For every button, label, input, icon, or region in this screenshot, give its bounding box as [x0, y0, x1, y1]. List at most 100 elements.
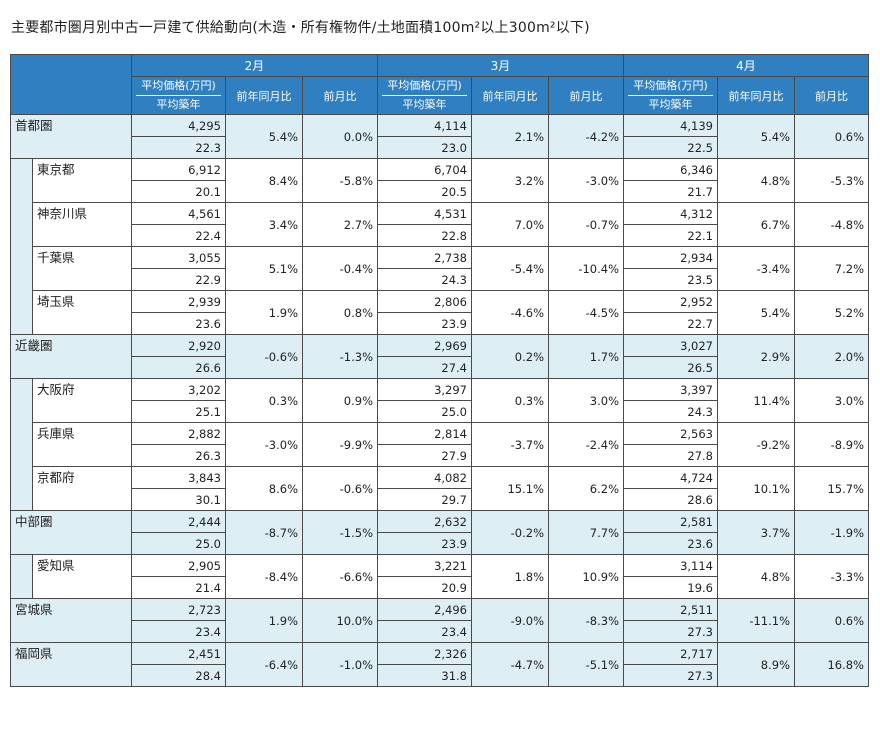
avg-price-cell: 3,202 — [131, 378, 226, 401]
table-row: 30.1 29.7 28.6 — [11, 488, 869, 511]
mom-cell: -8.3% — [548, 598, 624, 643]
table-row: 福岡県 2,451 -6.4% -1.0% 2,326 -4.7% -5.1% 2,717 8.… — [10, 642, 869, 687]
avg-age-cell: 22.4 — [131, 224, 226, 247]
avg-price-cell: 4,724 — [623, 466, 718, 489]
yoy-cell: 8.4% — [225, 158, 303, 203]
price-age-header: 平均価格(万円) 平均築年 — [131, 76, 226, 115]
age-header-label: 平均築年 — [628, 95, 713, 114]
mom-cell: 2.7% — [302, 202, 378, 247]
avg-age-cell: 24.3 — [623, 400, 718, 423]
price-age-header: 平均価格(万円) 平均築年 — [623, 76, 718, 115]
yoy-cell: 4.8% — [717, 158, 795, 203]
table-row: 26.3 27.9 27.8 — [11, 444, 869, 467]
mom-cell: -0.4% — [302, 246, 378, 291]
avg-age-cell: 26.5 — [623, 356, 718, 379]
table-row: 22.9 24.3 23.5 — [11, 268, 869, 291]
mom-cell: 3.0% — [794, 378, 869, 423]
month-header: 2月 — [131, 54, 378, 77]
avg-price-cell: 6,912 — [131, 158, 226, 181]
avg-price-cell: 4,312 — [623, 202, 718, 225]
avg-age-cell: 31.8 — [377, 664, 472, 687]
yoy-cell: 0.2% — [471, 334, 549, 379]
avg-price-cell: 3,221 — [377, 554, 472, 577]
yoy-cell: -3.4% — [717, 246, 795, 291]
mom-cell: -4.8% — [794, 202, 869, 247]
avg-price-cell: 4,561 — [131, 202, 226, 225]
avg-age-cell: 25.0 — [131, 532, 226, 555]
avg-age-cell: 23.9 — [377, 312, 472, 335]
prefecture-name: 千葉県 — [32, 246, 132, 291]
page-title: 主要都市圏月別中古一戸建て供給動向(木造・所有権物件/土地面積100m²以上30… — [11, 20, 590, 36]
avg-age-cell: 22.8 — [377, 224, 472, 247]
mom-cell: -4.2% — [548, 114, 624, 159]
table-row: 埼玉県 2,939 1.9% 0.8% 2,806 -4.6% -4.5% 2,952 5.4%… — [10, 290, 869, 335]
avg-price-cell: 2,444 — [131, 510, 226, 533]
price-header-label: 平均価格(万円) — [387, 79, 462, 92]
avg-age-cell: 29.7 — [377, 488, 472, 511]
region-name: 福岡県 — [10, 642, 132, 687]
mom-cell: -3.3% — [794, 554, 869, 599]
yoy-cell: 2.1% — [471, 114, 549, 159]
price-age-header: 平均価格(万円) 平均築年 — [377, 76, 472, 115]
mom-cell: 7.2% — [794, 246, 869, 291]
avg-age-cell: 22.9 — [131, 268, 226, 291]
mom-cell: -4.5% — [548, 290, 624, 335]
yoy-cell: 7.0% — [471, 202, 549, 247]
avg-price-cell: 2,563 — [623, 422, 718, 445]
avg-price-cell: 2,717 — [623, 642, 718, 665]
avg-price-cell: 2,905 — [131, 554, 226, 577]
table-row: 23.6 23.9 22.7 — [11, 312, 869, 335]
yoy-cell: -5.4% — [471, 246, 549, 291]
avg-price-cell: 2,738 — [377, 246, 472, 269]
avg-age-cell: 25.1 — [131, 400, 226, 423]
prefecture-name: 兵庫県 — [32, 422, 132, 467]
yoy-cell: -4.6% — [471, 290, 549, 335]
mom-cell: -10.4% — [548, 246, 624, 291]
mom-cell: -8.9% — [794, 422, 869, 467]
yoy-cell: -6.4% — [225, 642, 303, 687]
mom-cell: -5.3% — [794, 158, 869, 203]
mom-cell: 0.6% — [794, 598, 869, 643]
yoy-cell: 0.3% — [471, 378, 549, 423]
avg-age-cell: 20.1 — [131, 180, 226, 203]
avg-price-cell: 3,297 — [377, 378, 472, 401]
mom-cell: -5.8% — [302, 158, 378, 203]
table-row: 宮城県 2,723 1.9% 10.0% 2,496 -9.0% -8.3% 2,511 -11… — [10, 598, 869, 643]
mom-cell: 1.7% — [548, 334, 624, 379]
avg-age-cell: 25.0 — [377, 400, 472, 423]
avg-age-cell: 23.9 — [377, 532, 472, 555]
avg-age-cell: 22.7 — [623, 312, 718, 335]
mom-cell: 10.0% — [302, 598, 378, 643]
yoy-header: 前年同月比 — [717, 76, 795, 115]
avg-age-cell: 27.3 — [623, 664, 718, 687]
yoy-cell: 0.3% — [225, 378, 303, 423]
mom-cell: 0.9% — [302, 378, 378, 423]
avg-price-cell: 2,581 — [623, 510, 718, 533]
yoy-cell: 11.4% — [717, 378, 795, 423]
avg-age-cell: 19.6 — [623, 576, 718, 599]
table-row: 愛知県 2,905 -8.4% -6.6% 3,221 1.8% 10.9% 3,114 4.8… — [10, 554, 869, 599]
avg-price-cell: 2,326 — [377, 642, 472, 665]
prefecture-name: 東京都 — [32, 158, 132, 203]
table-row: 22.3 23.0 22.5 — [11, 136, 869, 159]
mom-cell: 0.0% — [302, 114, 378, 159]
avg-price-cell: 4,295 — [131, 114, 226, 137]
avg-age-cell: 27.8 — [623, 444, 718, 467]
avg-price-cell: 2,952 — [623, 290, 718, 313]
mom-header: 前月比 — [302, 76, 378, 115]
avg-age-cell: 27.3 — [623, 620, 718, 643]
prefecture-name: 神奈川県 — [32, 202, 132, 247]
table-row: 兵庫県 2,882 -3.0% -9.9% 2,814 -3.7% -2.4% 2,563 -9… — [10, 422, 869, 467]
avg-price-cell: 2,814 — [377, 422, 472, 445]
yoy-header: 前年同月比 — [471, 76, 549, 115]
mom-cell: 6.2% — [548, 466, 624, 511]
mom-header: 前月比 — [794, 76, 869, 115]
yoy-cell: 5.1% — [225, 246, 303, 291]
indent-spacer — [10, 202, 33, 247]
mom-cell: 2.0% — [794, 334, 869, 379]
avg-age-cell: 23.4 — [377, 620, 472, 643]
avg-price-cell: 2,969 — [377, 334, 472, 357]
mom-cell: -9.9% — [302, 422, 378, 467]
avg-price-cell: 6,704 — [377, 158, 472, 181]
avg-age-cell: 23.6 — [623, 532, 718, 555]
